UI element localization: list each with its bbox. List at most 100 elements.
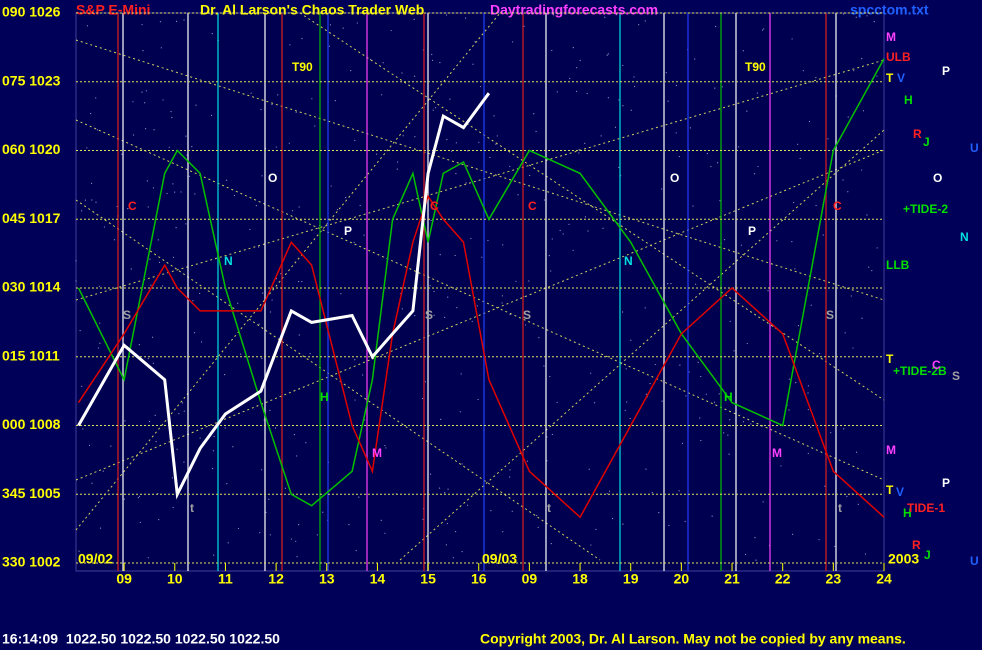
star [633,85,636,88]
star [524,324,527,326]
star [699,417,701,419]
star [842,179,844,181]
star [113,239,116,241]
star [309,353,311,355]
star [162,99,164,101]
star [314,125,316,127]
star [700,439,702,442]
annotation: V [896,485,904,499]
star [330,185,332,187]
star [161,285,164,287]
star [679,364,681,366]
annotation: S [952,369,960,383]
star [369,58,372,61]
diagonal-line [299,12,885,401]
star [153,129,155,131]
star [284,487,287,489]
star [261,357,263,359]
star [432,109,434,111]
star [750,423,752,425]
star [575,90,578,92]
star [359,204,361,207]
annotation: J [923,135,930,149]
star [452,557,454,559]
star [528,280,530,282]
star [818,539,820,541]
file-name: spcctom.txt [850,2,929,18]
annotation: V [897,71,905,85]
plot-area [75,12,885,572]
star [644,20,646,22]
star [797,325,800,327]
star [311,98,313,100]
star [593,402,596,404]
annotation: P [942,476,950,490]
annotation: M [772,446,782,460]
star [181,402,184,404]
star [509,469,511,471]
annotation: C [528,199,537,213]
star [159,21,162,23]
star [846,495,848,497]
y-tick-label: 075 1023 [2,72,61,88]
star [212,450,214,452]
star [694,283,697,285]
star [788,409,790,411]
x-tick-label: 23 [826,571,842,587]
star [200,341,203,343]
star [172,183,174,185]
star [633,76,635,78]
y-tick-label: 090 1026 [2,4,61,20]
star [843,428,845,430]
star [842,13,845,15]
star [183,19,185,21]
star [180,191,182,193]
star [616,13,618,16]
annotation: T [886,352,894,366]
annotation: T90 [745,60,766,74]
star [791,38,793,40]
x-tick-label: 15 [420,571,436,587]
star [262,292,264,294]
star [729,425,732,427]
star [864,553,867,555]
star [465,182,467,184]
star [847,116,849,118]
annotation: U [970,141,979,155]
star [559,229,561,232]
star [429,473,432,475]
star [124,420,126,422]
star [611,517,614,520]
star [729,320,731,322]
star [675,84,677,87]
chart-title: Dr. Al Larson's Chaos Trader Web [200,2,424,18]
star [295,540,297,542]
x-tick-label: 19 [623,571,639,587]
star [344,196,347,199]
star [479,85,482,88]
star [154,414,156,417]
star [590,544,592,546]
star [348,524,350,526]
x-tick-label: 09 [116,571,132,587]
star [622,64,624,67]
star [761,29,764,31]
star [667,100,669,102]
star [533,113,535,115]
star [82,428,84,430]
star [175,227,177,229]
star [810,426,812,428]
star [855,16,857,18]
star [822,234,824,236]
star [439,62,441,64]
annotation: t [838,501,842,515]
star [358,496,360,498]
annotation: N [624,254,633,268]
star [588,468,590,470]
star [578,152,580,154]
star [444,492,446,494]
star [255,204,257,207]
star [487,239,489,242]
star [397,161,399,163]
star [288,142,290,144]
